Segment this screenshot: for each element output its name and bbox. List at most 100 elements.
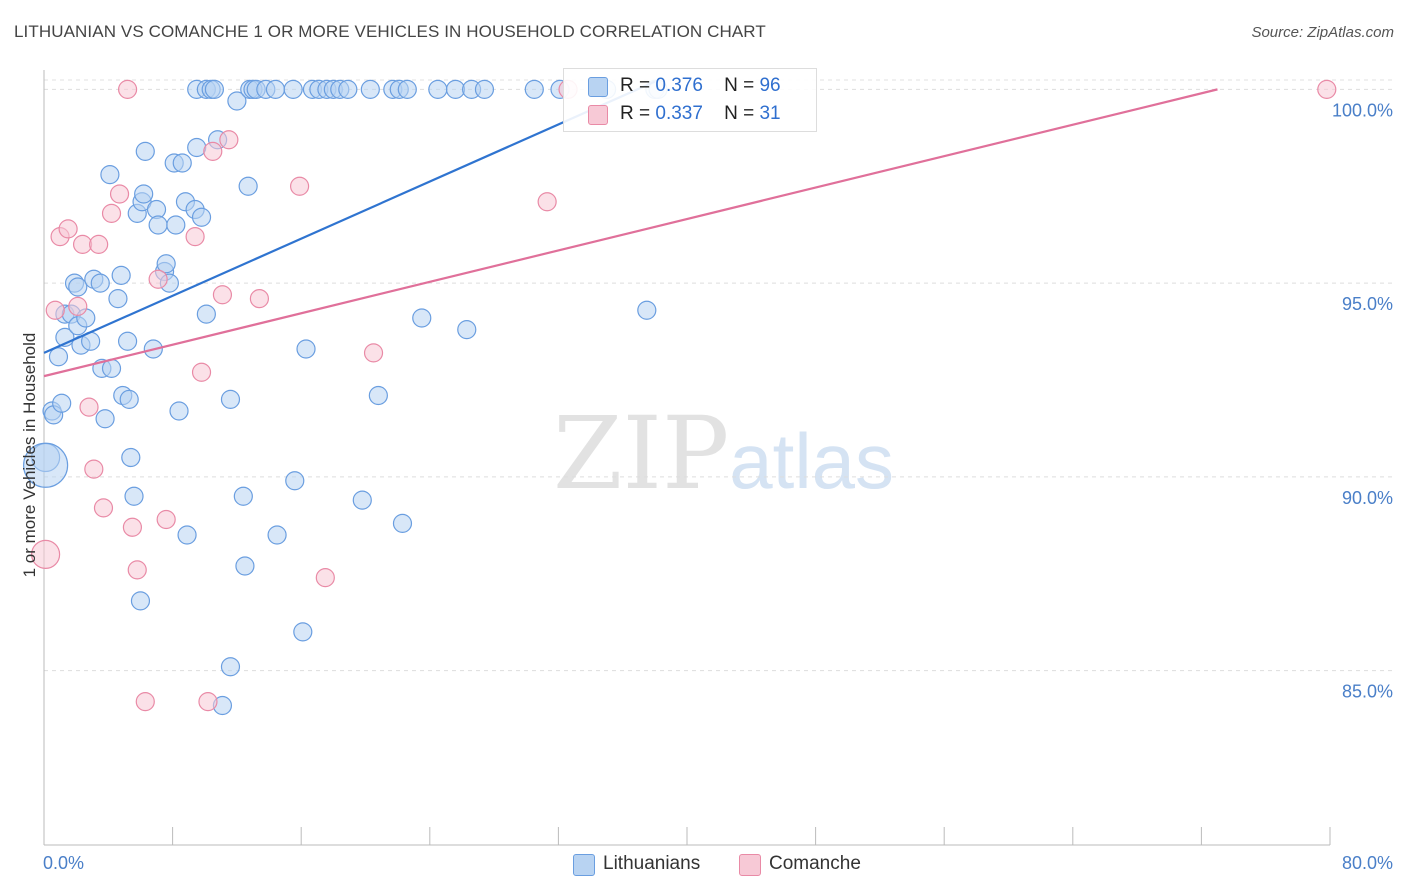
tick-labels: 85.0% 90.0% 95.0% 100.0% 0.0% 80.0% xyxy=(43,100,1393,873)
lithuanians-point xyxy=(227,91,247,111)
legend-n-value: 31 xyxy=(759,103,781,124)
lithuanians-point xyxy=(220,657,241,677)
comanche-point xyxy=(117,79,138,99)
lithuanians-point xyxy=(296,339,316,359)
y-tick-label: 85.0% xyxy=(1342,682,1393,702)
lithuanians-point xyxy=(238,176,258,196)
lithuanians-point xyxy=(524,79,544,99)
lithuanians-point xyxy=(352,490,372,510)
comanche-point xyxy=(363,343,384,363)
lithuanians-point xyxy=(156,254,176,274)
bottom-legend-swatch-lithuanians xyxy=(573,854,595,876)
legend-n-label: N = xyxy=(724,75,755,96)
x-tick-label: 80.0% xyxy=(1342,853,1393,873)
comanche-point xyxy=(185,227,205,247)
lithuanians-point xyxy=(166,215,186,235)
legend-r-value: 0.337 xyxy=(655,103,703,124)
lithuanians-point xyxy=(117,331,138,351)
lithuanians-trend-line xyxy=(43,80,656,354)
lithuanians-point xyxy=(283,79,303,99)
lithuanians-point xyxy=(196,304,216,324)
lithuanians-point xyxy=(148,215,168,235)
comanche-point xyxy=(93,498,114,518)
lithuanians-point xyxy=(68,277,88,297)
chart-title: LITHUANIAN VS COMANCHE 1 OR MORE VEHICLE… xyxy=(14,22,766,41)
lithuanians-point xyxy=(233,486,253,506)
comanche-point xyxy=(31,539,61,569)
lithuanians-point xyxy=(124,486,144,506)
comanche-trend-line xyxy=(43,88,1218,378)
comanche-point xyxy=(127,560,147,580)
comanche-point xyxy=(84,459,104,479)
comanche-point xyxy=(219,130,239,150)
comanche-point xyxy=(1317,79,1337,99)
lithuanians-point xyxy=(204,79,224,99)
lithuanians-point xyxy=(48,347,69,367)
lithuanians-point xyxy=(235,556,255,576)
lithuanians-point xyxy=(177,525,197,545)
lithuanians-point xyxy=(392,513,413,533)
x-tick-label: 0.0% xyxy=(43,853,84,873)
legend-r-value: 0.376 xyxy=(655,75,703,96)
lithuanians-point xyxy=(285,471,305,491)
lithuanians-point xyxy=(360,79,380,99)
lithuanians-points xyxy=(23,79,668,716)
lithuanians-point xyxy=(191,207,212,227)
comanche-point xyxy=(191,362,212,382)
lithuanians-point xyxy=(134,184,154,204)
lithuanians-point xyxy=(100,165,120,185)
legend-n-value: 96 xyxy=(759,75,781,96)
comanche-point xyxy=(198,692,218,712)
grid-lines xyxy=(44,79,1395,672)
lithuanians-point xyxy=(338,79,358,99)
comanche-point xyxy=(289,176,310,196)
comanche-point xyxy=(89,234,109,254)
lithuanians-point xyxy=(457,320,477,340)
lithuanians-point xyxy=(265,79,286,99)
y-axis-label: 1 or more Vehicles in Household xyxy=(20,332,39,578)
comanche-point xyxy=(203,141,223,161)
lithuanians-point xyxy=(397,79,417,99)
lithuanians-point xyxy=(220,389,241,409)
watermark: ZIPatlas xyxy=(553,395,894,512)
comanche-point xyxy=(135,692,155,712)
comanche-point xyxy=(148,269,168,289)
lithuanians-point xyxy=(23,442,69,488)
lithuanians-point xyxy=(111,265,131,285)
axes xyxy=(43,70,1331,846)
comanche-point xyxy=(212,285,233,305)
watermark-zip: ZIP xyxy=(553,395,730,512)
comanche-point xyxy=(156,509,176,530)
comanche-point xyxy=(101,203,122,223)
comanche-point xyxy=(315,568,335,588)
bottom-legend-swatch-comanche xyxy=(739,854,761,876)
comanche-point xyxy=(45,300,65,320)
comanche-point xyxy=(109,184,130,204)
y-tick-label: 90.0% xyxy=(1342,488,1393,508)
lithuanians-point xyxy=(637,300,657,320)
lithuanians-point xyxy=(267,525,287,545)
lithuanians-point xyxy=(368,385,388,406)
lithuanians-point xyxy=(169,401,189,421)
y-tick-label: 95.0% xyxy=(1342,294,1393,314)
comanche-point xyxy=(249,289,270,309)
lithuanians-point xyxy=(90,273,110,293)
comanche-point xyxy=(58,219,78,239)
lithuanians-point xyxy=(428,79,448,99)
comanche-point xyxy=(68,296,88,316)
legend-r-label: R = xyxy=(620,75,651,96)
bottom-legend-label-comanche: Comanche xyxy=(769,853,861,874)
comanche-point xyxy=(72,234,93,254)
legend-n-label: N = xyxy=(724,103,755,124)
lithuanians-point xyxy=(135,141,155,161)
lithuanians-point xyxy=(474,79,495,99)
lithuanians-point xyxy=(130,591,151,611)
legend-r-label: R = xyxy=(620,103,651,124)
watermark-atlas: atlas xyxy=(729,417,895,505)
y-tick-label: 100.0% xyxy=(1332,100,1393,120)
correlation-legend: R = 0.376 N = 96 R = 0.337 N = 31 xyxy=(563,68,817,132)
lithuanians-point xyxy=(52,393,72,413)
comanche-point xyxy=(122,517,143,537)
lithuanians-point xyxy=(187,137,207,158)
